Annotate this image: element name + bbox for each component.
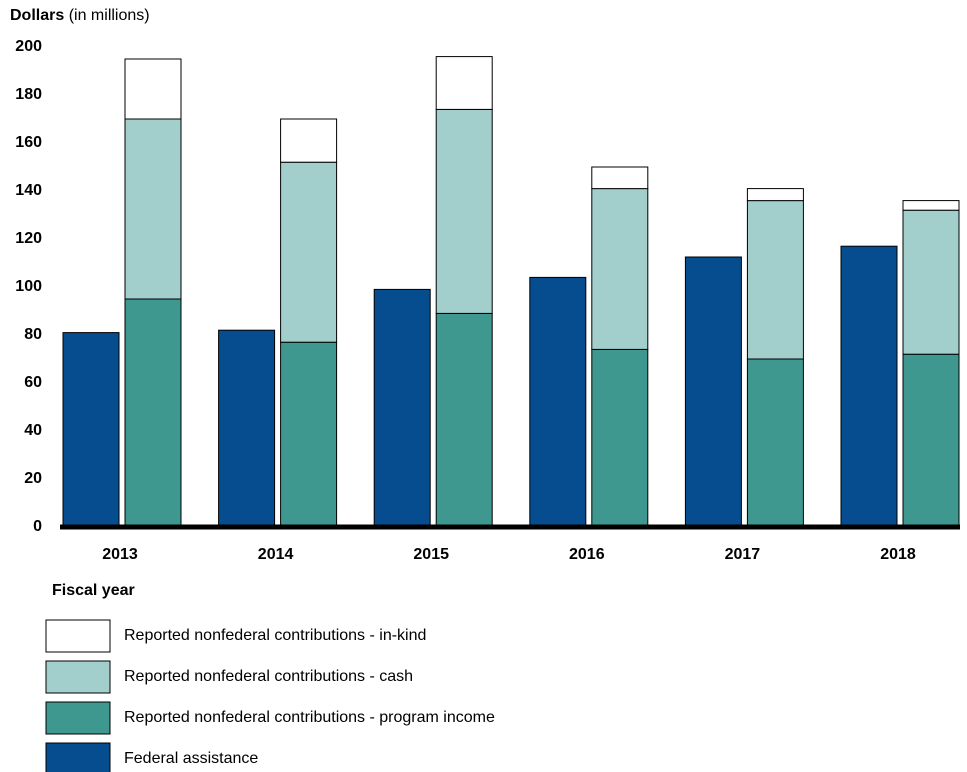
x-tick-label: 2015: [413, 546, 449, 563]
bar: [124, 58, 182, 120]
bar: [684, 256, 742, 528]
y-tick-label: 60: [24, 374, 42, 391]
title: Dollars: [10, 7, 64, 24]
bar: [591, 166, 649, 190]
x-tick-label: 2018: [880, 546, 916, 563]
bar: [373, 288, 431, 528]
bar: [902, 200, 960, 211]
x-tick-label: 2014: [258, 546, 294, 563]
y-tick-label: 120: [15, 230, 42, 247]
x-tick-label: 2017: [725, 546, 761, 563]
bar: [591, 188, 649, 350]
legend-swatch: [45, 701, 111, 735]
legend-swatch: [45, 742, 111, 772]
bar: [435, 108, 493, 314]
subtitle: (in millions): [69, 7, 150, 24]
legend-swatch: [45, 619, 111, 653]
bar: [435, 312, 493, 528]
y-tick-label: 0: [33, 518, 42, 535]
y-tick-label: 140: [15, 182, 42, 199]
legend-label: Reported nonfederal contributions - cash: [124, 668, 413, 685]
legend-label: Reported nonfederal contributions - in-k…: [124, 627, 426, 644]
y-tick-label: 80: [24, 326, 42, 343]
x-tick-label: 2016: [569, 546, 605, 563]
bar: [280, 161, 338, 343]
bar: [746, 200, 804, 360]
bar: [591, 348, 649, 528]
bar: [840, 245, 898, 528]
x-axis-label: Fiscal year: [52, 582, 135, 599]
bar: [435, 56, 493, 110]
legend-label: Reported nonfederal contributions - prog…: [124, 709, 495, 726]
bar: [124, 118, 182, 300]
bar: [902, 209, 960, 355]
y-tick-label: 180: [15, 86, 42, 103]
chart-title: Dollars (in millions): [10, 7, 150, 24]
y-tick-label: 200: [15, 38, 42, 55]
bar: [902, 353, 960, 528]
legend-swatch: [45, 660, 111, 694]
bar: [218, 329, 276, 528]
x-tick-label: 2013: [102, 546, 138, 563]
y-tick-label: 40: [24, 422, 42, 439]
bar: [746, 358, 804, 528]
y-tick-label: 100: [15, 278, 42, 295]
y-tick-label: 160: [15, 134, 42, 151]
bar: [280, 118, 338, 163]
bar: [529, 276, 587, 528]
y-tick-label: 20: [24, 470, 42, 487]
bar: [124, 298, 182, 528]
legend-label: Federal assistance: [124, 750, 258, 767]
bar: [280, 341, 338, 528]
bar: [62, 332, 120, 528]
bar: [746, 188, 804, 202]
